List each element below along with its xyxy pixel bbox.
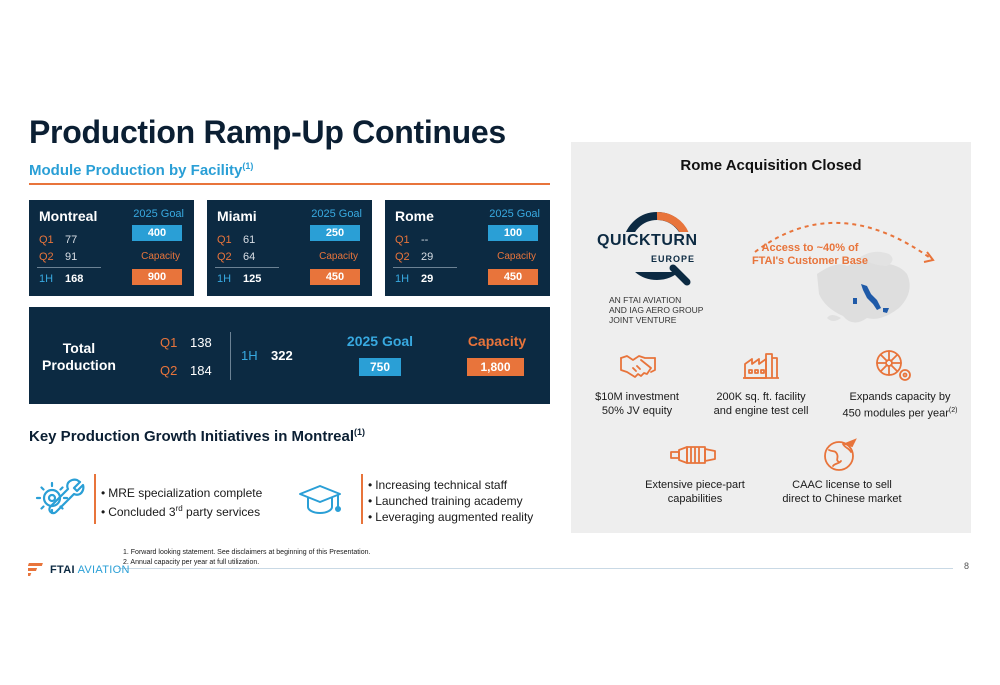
quickturn-logo-icon <box>597 211 717 286</box>
rome-panel-title: Rome Acquisition Closed <box>680 157 862 174</box>
row-divider <box>37 267 101 268</box>
row-divider <box>215 267 279 268</box>
total-divider <box>230 332 231 380</box>
page-title: Production Ramp-Up Continues <box>29 114 506 150</box>
goal-value: 400 <box>132 225 182 241</box>
total-q1-row: Q1 138 <box>160 335 212 350</box>
initiative-list-2: Increasing technical staff Launched trai… <box>368 477 533 525</box>
facility-card-miami: Miami 2025 Goal Q1 61 Q2 64 1H 125 250 Capa… <box>207 200 372 296</box>
ftai-logo-text: FTAI AVIATION <box>50 564 130 576</box>
capacity-label: Capacity <box>319 251 358 262</box>
engine-gear-icon <box>876 350 911 381</box>
engine-part-icon <box>670 446 716 464</box>
total-goal-value: 750 <box>359 358 401 376</box>
list-item: Concluded 3rd party services <box>101 501 262 520</box>
capacity-value: 450 <box>310 269 360 285</box>
goal-label: 2025 Goal <box>489 208 540 220</box>
feature-facility: 200K sq. ft. facility and engine test ce… <box>713 391 809 417</box>
globe-plane-icon <box>824 438 857 471</box>
capacity-value: 450 <box>488 269 538 285</box>
footnote: 1. Forward looking statement. See discla… <box>123 549 371 556</box>
total-capacity-label: Capacity <box>467 333 527 349</box>
facility-name: Montreal <box>39 208 98 224</box>
capacity-label: Capacity <box>497 251 536 262</box>
row-divider <box>393 267 457 268</box>
total-capacity-value: 1,800 <box>467 358 524 376</box>
graduation-cap-icon <box>299 485 341 514</box>
initiative-divider <box>361 474 363 524</box>
capacity-value: 900 <box>132 269 182 285</box>
factory-icon <box>743 353 779 379</box>
goal-label: 2025 Goal <box>133 208 184 220</box>
list-item: Increasing technical staff <box>368 477 533 493</box>
footer-divider <box>118 568 953 569</box>
total-label: Total Production <box>42 340 116 373</box>
facility-name: Miami <box>217 208 257 224</box>
feature-caac: CAAC license to sell direct to Chinese m… <box>782 479 902 505</box>
feature-piece-part: Extensive piece-part capabilities <box>645 479 745 505</box>
h1-row: 1H 125 <box>217 273 262 285</box>
q2-row: Q2 64 <box>217 251 256 263</box>
q1-row: Q1 -- <box>395 234 429 246</box>
h1-row: 1H 29 <box>395 273 434 285</box>
initiative-list-1: MRE specialization complete Concluded 3r… <box>101 485 262 520</box>
footnote: 2. Annual capacity per year at full util… <box>123 559 260 566</box>
europe-map-icon <box>754 221 935 323</box>
facility-card-montreal: Montreal 2025 Goal Q1 77 Q2 91 1H 168 400 C… <box>29 200 194 296</box>
handshake-icon <box>620 355 656 378</box>
h1-row: 1H 168 <box>39 273 84 285</box>
feature-investment: $10M investment 50% JV equity <box>595 391 679 417</box>
section-subtitle: Module Production by Facility(1) <box>29 161 254 179</box>
total-q2-row: Q2 184 <box>160 363 212 378</box>
facility-card-rome: Rome 2025 Goal Q1 -- Q2 29 1H 29 100 Capaci… <box>385 200 550 296</box>
goal-value: 250 <box>310 225 360 241</box>
goal-label: 2025 Goal <box>311 208 362 220</box>
initiative-divider <box>94 474 96 524</box>
facility-name: Rome <box>395 208 434 224</box>
q1-row: Q1 61 <box>217 234 256 246</box>
wrench-gear-icon <box>35 478 85 515</box>
list-item: Leveraging augmented reality <box>368 509 533 525</box>
total-production-card: Total Production Q1 138 Q2 184 1H 322 2025 G… <box>29 307 550 404</box>
list-item: MRE specialization complete <box>101 485 262 501</box>
q1-row: Q1 77 <box>39 234 78 246</box>
capacity-label: Capacity <box>141 251 180 262</box>
q2-row: Q2 91 <box>39 251 78 263</box>
feature-capacity: Expands capacity by 450 modules per year… <box>842 391 958 420</box>
q2-row: Q2 29 <box>395 251 434 263</box>
total-h1-row: 1H 322 <box>241 348 293 363</box>
rome-panel: Rome Acquisition Closed QUICKTURN EUROPE… <box>571 142 971 533</box>
orange-divider <box>29 183 550 185</box>
list-item: Launched training academy <box>368 493 533 509</box>
total-goal-label: 2025 Goal <box>346 333 414 349</box>
page-number: 8 <box>964 561 970 571</box>
footnotes: 1. Forward looking statement. See discla… <box>123 548 370 568</box>
jv-text: AN FTAI AVIATION AND IAG AERO GROUP JOIN… <box>609 295 704 325</box>
logo-word: QUICKTURN <box>597 232 698 249</box>
goal-value: 100 <box>488 225 538 241</box>
initiatives-title: Key Production Growth Initiatives in Mon… <box>29 427 366 445</box>
ftai-logo-icon <box>28 563 43 576</box>
access-callout: Access to ~40% of FTAI's Customer Base <box>751 242 869 267</box>
logo-subword: EUROPE <box>651 254 696 264</box>
